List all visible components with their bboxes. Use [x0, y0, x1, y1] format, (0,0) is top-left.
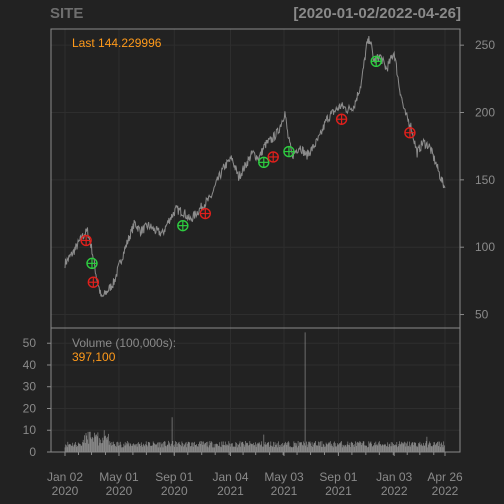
x-tick-label-year: 2021 [271, 484, 298, 498]
price-y-tick-label: 150 [475, 173, 495, 187]
x-tick-label-year: 2020 [52, 484, 79, 498]
price-panel-frame [50, 28, 461, 329]
price-y-axis: 50 100 150 200 250 [460, 38, 495, 322]
x-tick-label-date: Sep 01 [155, 470, 193, 484]
x-tick-label-date: Sep 01 [319, 470, 357, 484]
buy-marker [370, 55, 382, 68]
sell-marker [267, 151, 279, 163]
buy-marker [283, 145, 295, 158]
sell-marker [87, 276, 100, 288]
buy-marker [86, 257, 98, 270]
x-tick-label-date: May 01 [99, 470, 139, 484]
price-line-group [64, 35, 446, 298]
price-y-tick-label: 100 [475, 240, 495, 254]
sell-marker [80, 234, 92, 247]
volume-y-axis: 0 10 20 30 40 50 [23, 336, 51, 459]
x-tick-label-date: Apr 26 [427, 470, 463, 484]
volume-bars [64, 332, 445, 452]
x-tick-label-date: Jan 03 [376, 470, 412, 484]
x-tick-label-date: Jan 04 [212, 470, 248, 484]
sell-marker [335, 113, 348, 125]
price-y-tick-label: 200 [475, 106, 495, 120]
sell-marker [404, 127, 416, 139]
last-price-label: Last 144.229996 [72, 36, 162, 50]
chart-symbol-title: SITE [50, 5, 84, 22]
buy-marker [258, 156, 270, 169]
volume-y-tick-label: 30 [23, 380, 37, 394]
volume-y-tick-label: 10 [23, 423, 37, 437]
price-y-tick-label: 250 [475, 38, 495, 52]
volume-y-tick-label: 0 [29, 445, 36, 459]
x-tick-label-year: 2020 [106, 484, 133, 498]
price-y-tick-label: 50 [475, 308, 489, 322]
volume-last-value: 397,100 [72, 350, 116, 364]
x-tick-label-date: May 03 [264, 470, 304, 484]
trade-markers [80, 55, 416, 288]
volume-y-tick-label: 40 [23, 358, 37, 372]
price-series-line [64, 35, 446, 298]
volume-y-tick-label: 50 [23, 336, 37, 350]
x-tick-label-date: Jan 02 [47, 470, 83, 484]
x-tick-label-year: 2022 [432, 484, 459, 498]
sell-marker [199, 207, 212, 220]
buy-marker [177, 219, 189, 232]
chart-date-range: [2020-01-02/2022-04-26] [293, 5, 461, 22]
x-tick-label-year: 2022 [381, 484, 408, 498]
volume-panel-label: Volume (100,000s): [72, 336, 176, 350]
x-tick-label-year: 2021 [217, 484, 244, 498]
volume-y-tick-label: 20 [23, 401, 37, 415]
x-tick-label-year: 2020 [161, 484, 188, 498]
price-grid [51, 29, 460, 328]
x-tick-label-year: 2021 [325, 484, 352, 498]
